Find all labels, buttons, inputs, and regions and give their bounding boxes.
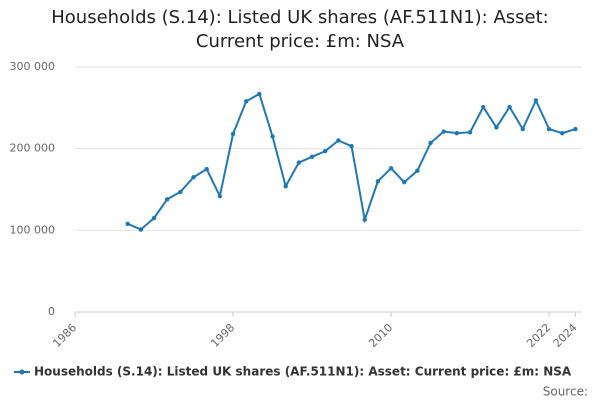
point [507, 104, 512, 110]
point [388, 166, 394, 171]
point [560, 130, 565, 136]
point [375, 179, 381, 184]
point [402, 179, 407, 185]
point [323, 148, 328, 154]
point [533, 98, 539, 103]
point [191, 175, 196, 180]
point [520, 126, 525, 132]
point [546, 126, 552, 132]
point [257, 91, 262, 97]
point [204, 166, 209, 172]
y-tick-label: 100 000 [10, 223, 56, 236]
point [138, 227, 144, 232]
point [362, 217, 367, 222]
y-tick-label: 200 000 [10, 142, 56, 155]
point [309, 154, 315, 160]
point [415, 168, 420, 173]
point [270, 134, 275, 139]
point [164, 197, 170, 202]
y-tick-label: 0 [48, 305, 55, 318]
x-tick-label: 1998 [208, 321, 237, 350]
point [573, 126, 578, 132]
source: Source: [543, 385, 588, 399]
point [494, 125, 499, 130]
legend-marker [19, 369, 25, 375]
x-tick-label: 2010 [366, 321, 395, 350]
legend-label: Households (S.14): Listed UK shares (AF.… [34, 365, 572, 379]
point [178, 189, 183, 195]
point [296, 160, 302, 165]
point [454, 130, 460, 136]
chart-title: Households (S.14): Listed UK shares (AF.… [51, 7, 549, 52]
point [349, 144, 354, 149]
point [467, 130, 473, 135]
y-tick-label: 300 000 [10, 60, 56, 73]
series-line [127, 92, 576, 231]
point [481, 104, 486, 110]
point [441, 129, 446, 134]
point [283, 184, 288, 189]
x-tick-label: 2022 [524, 321, 553, 350]
point [428, 140, 433, 146]
point [336, 138, 341, 143]
point [230, 131, 236, 137]
point [125, 221, 130, 226]
point [151, 215, 157, 221]
point [217, 193, 223, 199]
point [243, 99, 249, 104]
x-tick-label: 1986 [50, 321, 79, 350]
x-tick-label: 2024 [551, 321, 580, 350]
